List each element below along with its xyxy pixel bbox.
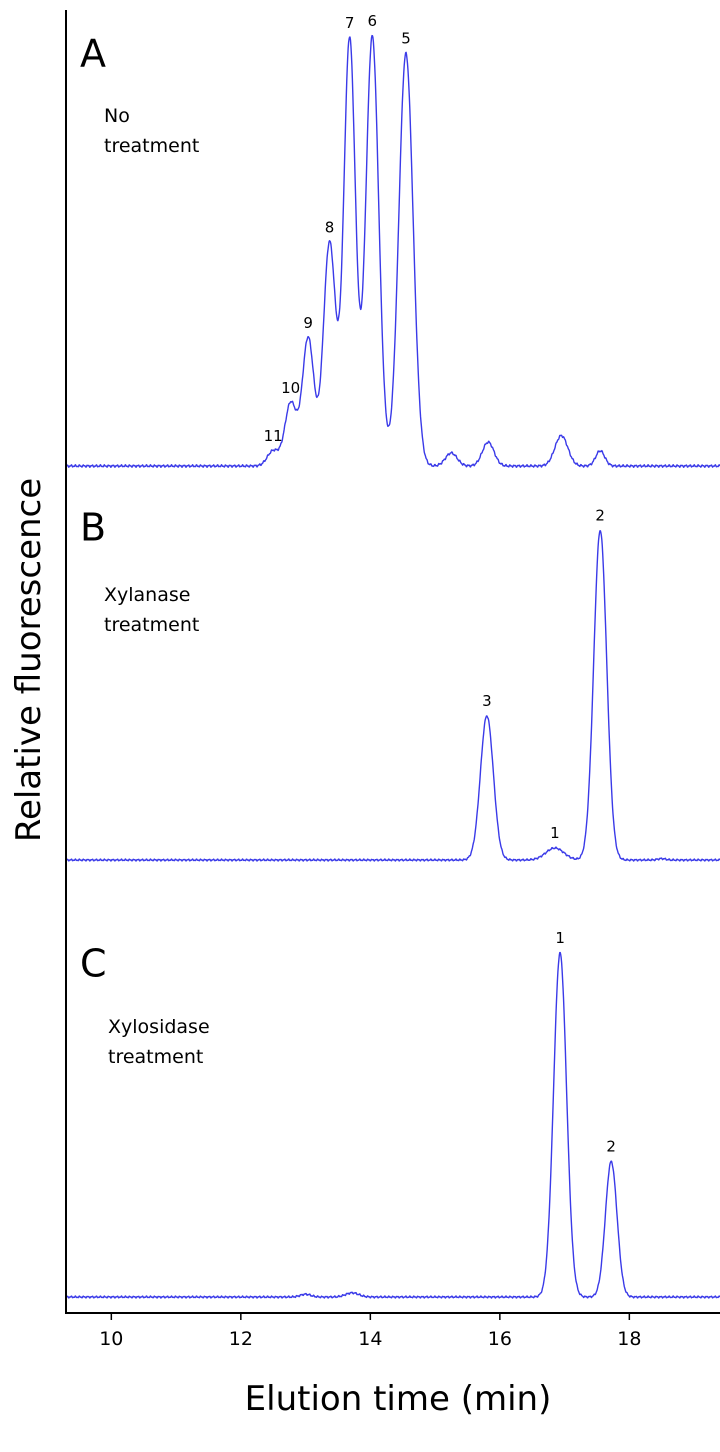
panel-letter: B	[80, 506, 106, 550]
x-tick-label: 12	[229, 1328, 253, 1350]
x-tick-label: 16	[488, 1328, 512, 1350]
panel-b: B Xylanase treatment 3 1 2	[65, 506, 720, 862]
condition-label: treatment	[104, 614, 199, 636]
trace-line	[65, 530, 720, 862]
y-axis-title: Relative fluorescence	[9, 478, 49, 842]
peak-label: 2	[606, 1138, 616, 1156]
peak-label: 5	[401, 29, 411, 47]
peak-label: 1	[550, 824, 560, 842]
condition-label: treatment	[108, 1046, 203, 1068]
peak-label: 2	[595, 506, 605, 524]
condition-label: Xylanase	[104, 584, 190, 606]
x-tick-label: 18	[617, 1328, 641, 1350]
peak-label: 10	[281, 379, 300, 397]
condition-label: Xylosidase	[108, 1016, 210, 1038]
x-tick-label: 14	[358, 1328, 382, 1350]
peak-label: 1	[555, 929, 565, 947]
peak-label: 6	[368, 12, 378, 30]
trace-line	[65, 951, 720, 1299]
panel-c: C Xylosidase treatment 1 2	[65, 929, 720, 1299]
peak-label: 3	[482, 692, 492, 710]
x-axis-title: Elution time (min)	[245, 1379, 552, 1419]
panel-a: A No treatment 11 10 9 8 7 6 5	[65, 12, 720, 468]
panel-letter: C	[80, 942, 107, 986]
peak-label: 11	[264, 427, 283, 445]
peak-label: 8	[325, 218, 335, 236]
condition-label: treatment	[104, 135, 199, 157]
x-tick-label: 10	[99, 1328, 123, 1350]
peak-label: 7	[345, 14, 355, 32]
peak-label: 9	[303, 314, 313, 332]
condition-label: No	[104, 105, 130, 127]
trace-line	[65, 34, 720, 468]
x-ticks: 10 12 14 16 18	[99, 1313, 641, 1350]
axes: 10 12 14 16 18	[65, 10, 720, 1350]
panel-letter: A	[80, 32, 106, 76]
